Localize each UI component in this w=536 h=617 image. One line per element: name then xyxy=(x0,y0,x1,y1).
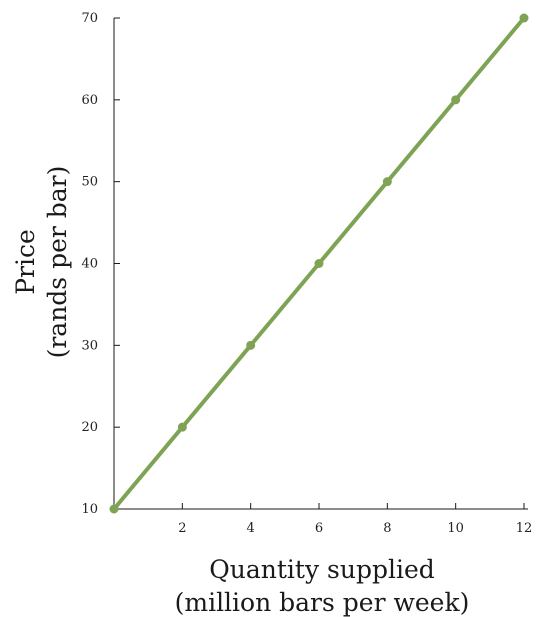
y-axis-title-line1: Price xyxy=(11,229,40,295)
x-tick-label: 2 xyxy=(178,521,186,536)
data-point xyxy=(109,504,119,514)
series-layer xyxy=(109,13,529,514)
x-tick-label: 6 xyxy=(315,521,323,536)
y-axis-title-line2: (rands per bar) xyxy=(43,166,72,359)
data-point xyxy=(382,177,392,187)
data-point xyxy=(314,259,324,268)
x-tick-label: 12 xyxy=(516,521,533,536)
data-point xyxy=(177,422,187,432)
data-point xyxy=(246,340,256,350)
y-tick-label: 10 xyxy=(81,502,98,517)
y-tick-label: 20 xyxy=(81,420,98,435)
x-tick-label: 8 xyxy=(383,521,391,536)
x-tick-label: 10 xyxy=(447,521,464,536)
y-tick-label: 50 xyxy=(81,175,98,190)
y-tick-label: 30 xyxy=(81,338,98,353)
data-point xyxy=(451,95,461,105)
x-axis-title-line2: (million bars per week) xyxy=(175,588,470,617)
x-tick-label: 4 xyxy=(247,521,255,536)
y-axis-ticks: 10 20 30 40 50 60 70 xyxy=(81,11,120,517)
y-tick-label: 60 xyxy=(81,93,98,108)
x-axis-ticks: 2 4 6 8 10 12 xyxy=(178,503,532,536)
data-point xyxy=(519,13,529,23)
y-tick-label: 70 xyxy=(81,11,98,26)
x-axis-title-line1: Quantity supplied xyxy=(209,555,435,584)
y-tick-label: 40 xyxy=(81,257,98,272)
